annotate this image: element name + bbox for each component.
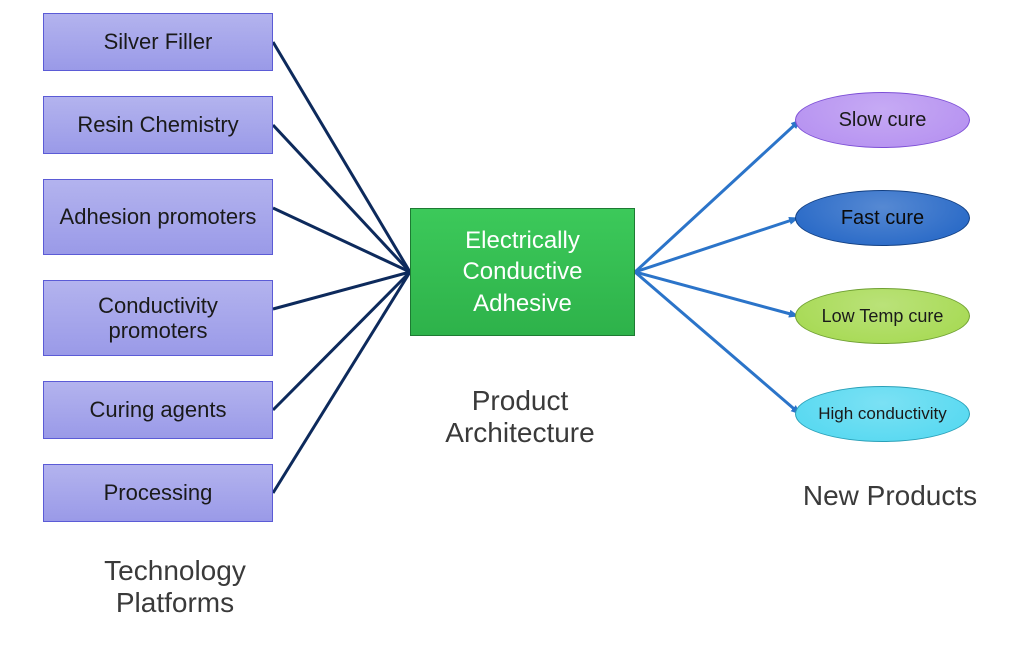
tech-platform-box-5: Processing (43, 464, 273, 522)
input-line-4 (273, 272, 410, 410)
input-line-0 (273, 42, 410, 272)
tech-platform-box-4: Curing agents (43, 381, 273, 439)
product-ellipse-1: Fast cure (795, 190, 970, 246)
tech-platform-box-1: Resin Chemistry (43, 96, 273, 154)
output-arrow-0 (635, 120, 800, 272)
product-ellipse-0: Slow cure (795, 92, 970, 148)
input-line-5 (273, 272, 410, 493)
tech-platform-box-3: Conductivity promoters (43, 280, 273, 356)
tech-platform-box-2: Adhesion promoters (43, 179, 273, 255)
right-section-label: New Products (790, 480, 990, 512)
product-ellipse-3: High conductivity (795, 386, 970, 442)
input-line-1 (273, 125, 410, 272)
output-arrow-1 (635, 218, 798, 272)
product-ellipse-2: Low Temp cure (795, 288, 970, 344)
tech-platform-box-0: Silver Filler (43, 13, 273, 71)
center-section-label: Product Architecture (420, 385, 620, 449)
left-section-label: Technology Platforms (60, 555, 290, 619)
product-architecture-box: Electrically Conductive Adhesive (410, 208, 635, 336)
